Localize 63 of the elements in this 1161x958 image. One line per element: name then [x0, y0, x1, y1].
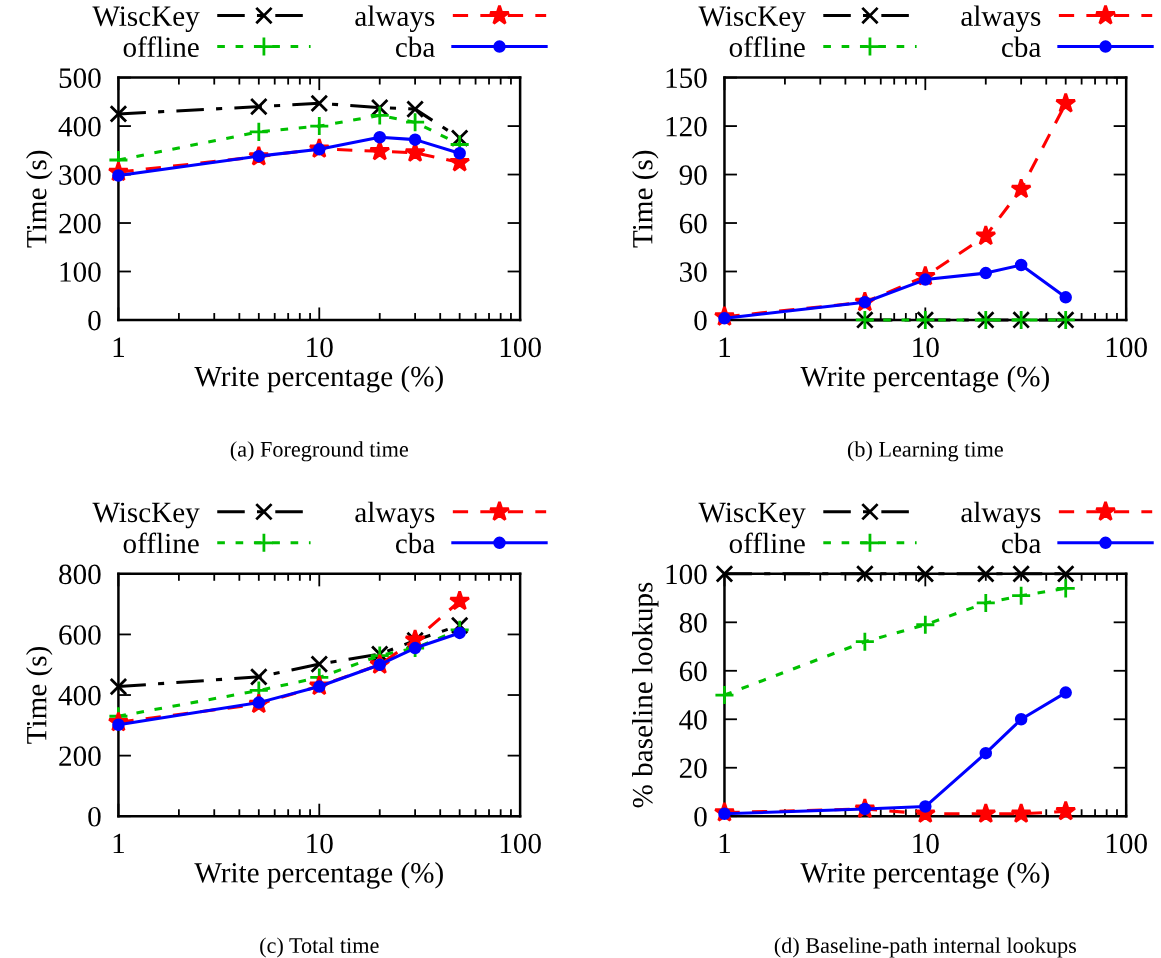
y-tick-label: 80	[679, 613, 707, 633]
y-tick-label: 0	[694, 310, 707, 331]
y-tick-label: 200	[59, 213, 101, 234]
x-tick-label: 100	[500, 337, 541, 358]
y-tick-label: 100	[60, 262, 101, 282]
y-tick-label: 30	[680, 262, 707, 282]
x-tick-label: 1	[719, 337, 731, 357]
x-axis-title: Write percentage (%)	[194, 365, 443, 393]
legend-label: always	[355, 5, 435, 33]
legend-label: WiscKey	[92, 502, 200, 529]
text: (d) Baseline-path internal lookups	[774, 937, 1077, 958]
y-tick-label: 60	[679, 213, 707, 234]
y-axis-title: Time (s)	[632, 150, 659, 248]
y-tick-label: 500	[59, 68, 101, 88]
y-tick-label: 0	[88, 806, 101, 827]
legend-label: WiscKey	[92, 6, 200, 33]
legend-label: always	[961, 501, 1041, 529]
y-tick-label: 150	[666, 68, 707, 88]
x-axis-title: Write percentage (%)	[800, 862, 1049, 889]
y-tick-label: 800	[59, 564, 101, 585]
y-tick-label: 600	[59, 625, 101, 645]
y-tick-label: 100	[666, 564, 707, 585]
text: (b) Learning time	[847, 441, 1003, 462]
legend-label: always	[961, 5, 1041, 33]
x-tick-label: 1	[719, 833, 731, 854]
y-tick-label: 0	[694, 806, 707, 827]
x-tick-label: 1	[113, 833, 124, 854]
text: (c) Total time	[260, 937, 379, 958]
legend-label: offline	[123, 532, 199, 554]
x-tick-label: 1	[113, 337, 124, 357]
y-tick-label: 200	[59, 746, 101, 767]
y-tick-label: 400	[58, 685, 101, 706]
legend-label: WiscKey	[698, 502, 806, 529]
x-tick-label: 10	[913, 833, 939, 854]
y-tick-label: 0	[88, 310, 101, 331]
legend-label: cba	[395, 532, 435, 554]
legend-label: cba	[1002, 36, 1041, 58]
text: (a) Foreground time	[230, 441, 408, 462]
y-tick-label: 120	[666, 116, 707, 137]
x-tick-label: 10	[913, 337, 939, 358]
x-tick-label: 100	[1106, 337, 1147, 358]
x-tick-label: 100	[500, 833, 541, 854]
y-tick-label: 40	[679, 709, 707, 730]
legend-label: always	[355, 501, 435, 529]
x-tick-label: 10	[307, 337, 333, 358]
legend-label: cba	[395, 36, 435, 58]
legend-label: WiscKey	[698, 6, 806, 33]
legend-label: offline	[123, 36, 199, 58]
x-tick-label: 10	[307, 833, 333, 854]
legend-label: offline	[729, 36, 805, 58]
x-tick-label: 100	[1106, 833, 1147, 854]
y-tick-label: 400	[58, 116, 101, 137]
y-axis-title: % baseline lookups	[632, 582, 659, 808]
y-tick-label: 90	[679, 165, 707, 185]
y-axis-title: Time (s)	[26, 150, 53, 248]
x-axis-title: Write percentage (%)	[194, 862, 443, 889]
y-tick-label: 20	[679, 758, 707, 779]
y-tick-label: 60	[679, 661, 707, 682]
y-tick-label: 300	[59, 165, 101, 185]
legend-label: offline	[729, 532, 805, 554]
y-axis-title: Time (s)	[26, 647, 53, 744]
legend-label: cba	[1002, 532, 1041, 554]
x-axis-title: Write percentage (%)	[800, 365, 1049, 393]
